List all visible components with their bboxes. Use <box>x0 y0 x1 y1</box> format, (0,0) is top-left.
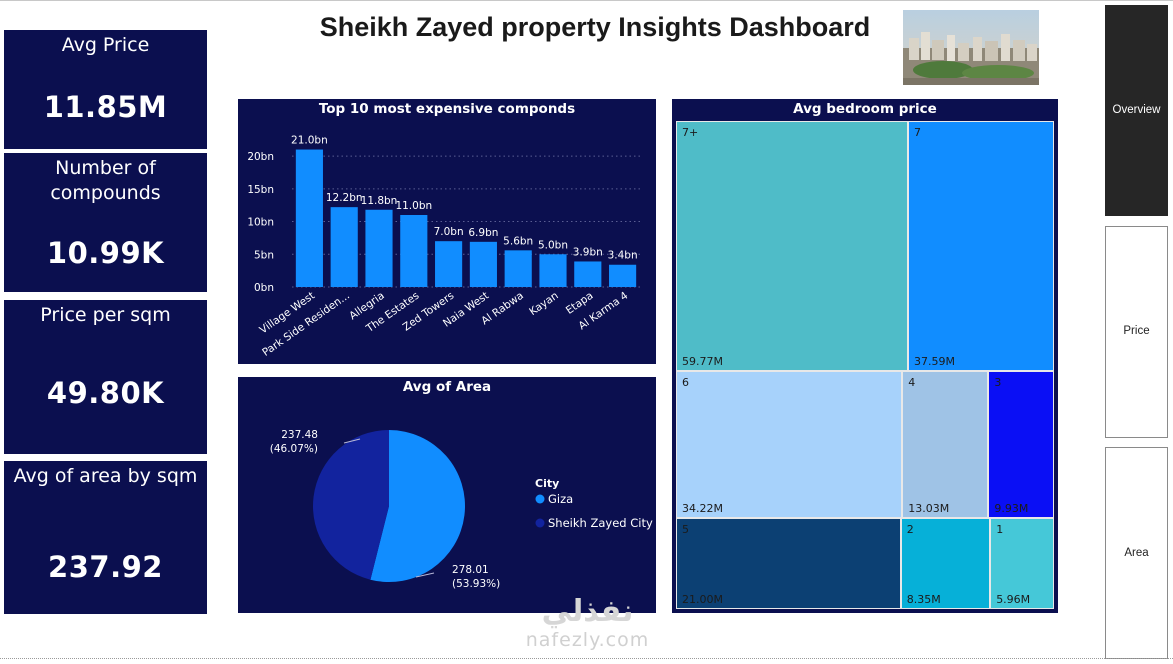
kpi-card-price-per-sqm[interactable]: Price per sqm 49.80K <box>4 300 207 454</box>
kpi-card-number-of-compounds[interactable]: Number of compounds 10.99K <box>4 153 207 292</box>
bar <box>330 207 358 287</box>
bar-data-label: 7.0bn <box>434 226 464 238</box>
treemap-value-label: 37.59M <box>914 355 956 369</box>
treemap-category-label: 6 <box>682 376 689 390</box>
bottom-divider <box>0 658 1173 659</box>
kpi-card-avg-area-by-sqm[interactable]: Avg of area by sqm 237.92 <box>4 461 207 614</box>
bar-data-label: 12.2bn <box>326 192 363 204</box>
pie-percent-label: (53.93%) <box>452 578 500 590</box>
kpi-value: 237.92 <box>48 550 163 584</box>
bar-data-label: 11.8bn <box>361 195 398 207</box>
treemap-cell[interactable]: 1 5.96M <box>990 518 1054 609</box>
watermark-arabic-text: نفذلي <box>541 594 634 629</box>
bar <box>609 264 637 287</box>
bar-data-label: 5.0bn <box>538 239 568 251</box>
nav-area-label: Area <box>1124 547 1149 559</box>
kpi-label: Avg of area by sqm <box>13 465 198 487</box>
bar <box>365 209 393 287</box>
treemap-value-label: 59.77M <box>682 355 723 369</box>
bar-chart-panel[interactable]: Top 10 most expensive componds 0bn 5bn 10b… <box>238 99 656 364</box>
treemap-category-label: 5 <box>682 523 689 537</box>
y-tick-label: 20bn <box>247 151 274 163</box>
kpi-label: Price per sqm <box>40 304 171 326</box>
bar <box>539 254 567 287</box>
kpi-card-avg-price[interactable]: Avg Price 11.85M <box>4 30 207 149</box>
bar <box>469 241 497 287</box>
bar-data-label: 3.4bn <box>608 250 638 262</box>
legend-title: City <box>535 477 559 490</box>
leader-line <box>343 438 361 444</box>
treemap-value-label: 9.93M <box>994 502 1029 516</box>
treemap-category-label: 4 <box>908 376 916 390</box>
kpi-value: 10.99K <box>46 236 165 270</box>
y-tick-label: 15bn <box>247 184 274 196</box>
nav-overview-button[interactable]: Overview <box>1105 5 1168 216</box>
bar-data-label: 3.9bn <box>573 246 603 258</box>
kpi-label: Avg Price <box>61 34 150 56</box>
treemap-category-label: 7 <box>914 126 922 139</box>
treemap-panel[interactable]: Avg bedroom price 7+ 59.77M 7 37.59M 6 34.22M… <box>672 99 1058 613</box>
kpi-value: 11.85M <box>43 90 168 124</box>
pie-value-label: 278.01 <box>452 564 489 576</box>
bar-data-label: 5.6bn <box>503 235 533 247</box>
legend-marker <box>535 494 545 504</box>
treemap-cell[interactable]: 7 37.59M <box>908 121 1054 372</box>
pie-chart-title: Avg of Area <box>402 379 492 395</box>
kpi-value: 49.80K <box>46 376 165 410</box>
legend-marker <box>535 518 545 528</box>
y-tick-label: 10bn <box>247 217 274 229</box>
y-tick-label: 0bn <box>254 282 274 294</box>
bar-data-label: 21.0bn <box>291 135 328 147</box>
y-tick-label: 5bn <box>254 249 274 261</box>
treemap-title: Avg bedroom price <box>793 101 937 117</box>
legend-item: Sheikh Zayed City <box>548 516 653 530</box>
treemap-value-label: 8.35M <box>906 592 941 606</box>
nav-area-button[interactable]: Area <box>1105 447 1168 659</box>
leader-line <box>415 572 435 578</box>
top-divider <box>0 0 1173 4</box>
nav-price-label: Price <box>1123 325 1150 337</box>
x-tick-label: Kayan <box>527 290 560 318</box>
bar-data-label: 6.9bn <box>468 227 498 239</box>
treemap-cell[interactable]: 3 9.93M <box>988 371 1054 519</box>
bar <box>400 215 428 287</box>
bar <box>574 261 602 287</box>
treemap-cell[interactable]: 4 13.03M <box>902 371 989 519</box>
watermark-logo: نفذلي nafezly.com <box>515 595 660 661</box>
bar <box>435 241 463 287</box>
page-title: Sheikh Zayed property Insights Dashboard <box>319 12 871 42</box>
treemap-category-label: 7+ <box>682 126 699 139</box>
bar <box>504 250 532 287</box>
pie-slice <box>312 430 389 580</box>
pie-chart-panel[interactable]: Avg of Area 278.01 (53.93%) 237.48 (46.07%)… <box>238 377 656 613</box>
treemap-category-label: 3 <box>994 376 1002 390</box>
bar <box>295 149 323 287</box>
bar-data-label: 11.0bn <box>395 200 432 212</box>
skyline-photo <box>903 10 1039 85</box>
treemap: 7+ 59.77M 7 37.59M 6 34.22M 4 13.03M 3 9.93M 5 21.0… <box>676 121 1054 609</box>
treemap-cell[interactable]: 7+ 59.77M <box>676 121 909 372</box>
pie-slice <box>370 430 465 582</box>
treemap-cell[interactable]: 2 8.35M <box>900 518 991 609</box>
treemap-cell[interactable]: 6 34.22M <box>676 371 903 519</box>
treemap-value-label: 13.03M <box>908 502 950 516</box>
treemap-value-label: 21.00M <box>682 592 723 606</box>
watermark-latin-text: nafezly.com <box>525 629 650 651</box>
pie-value-label: 237.48 <box>281 429 318 441</box>
kpi-label: Number of compounds <box>50 157 161 204</box>
pie-chart: 278.01 (53.93%) 237.48 (46.07%) City Giza Shei… <box>270 429 653 590</box>
city-photo-image <box>903 10 1039 85</box>
treemap-cell[interactable]: 5 21.00M <box>676 518 901 609</box>
nav-price-button[interactable]: Price <box>1105 226 1168 438</box>
legend-item: Giza <box>548 492 573 506</box>
treemap-category-label: 2 <box>906 523 914 537</box>
treemap-value-label: 34.22M <box>682 502 723 516</box>
treemap-category-label: 1 <box>996 523 1004 537</box>
nav-overview-label: Overview <box>1112 104 1161 116</box>
pie-percent-label: (46.07%) <box>270 443 318 455</box>
bar-chart-title: Top 10 most expensive componds <box>318 101 576 117</box>
treemap-value-label: 5.96M <box>996 592 1031 606</box>
